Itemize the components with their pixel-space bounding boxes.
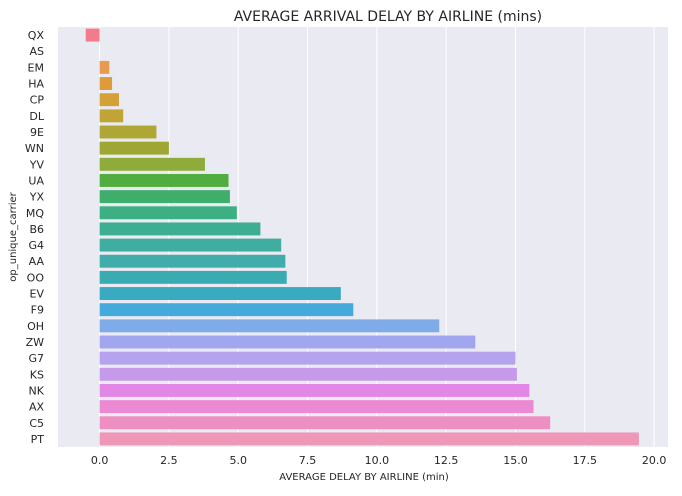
bar-cp [99,93,119,107]
x-axis-label: AVERAGE DELAY BY AIRLINE (min) [279,472,449,483]
bar-ev [99,287,341,300]
x-tick-label: 17.5 [573,454,598,467]
y-tick-label: UA [28,174,44,187]
y-tick-label: ZW [26,336,45,349]
y-tick-label: PT [31,433,45,446]
y-tick-label: MQ [26,207,44,220]
y-tick-labels: QX AS EM HA CP DL 9E WN YV UA YX MQ B6 G4 AA OO EV F9 OH ZW… [25,29,45,446]
y-tick-label: OO [27,271,45,284]
y-tick-label: YV [29,158,45,171]
y-tick-label: EV [30,288,45,301]
chart-title: AVERAGE ARRIVAL DELAY BY AIRLINE (mins) [234,9,542,25]
y-tick-label: NK [29,384,45,397]
y-tick-label: G4 [28,239,44,252]
y-tick-label: 9E [30,126,44,139]
bar-ua [99,174,229,187]
bar-pt [99,432,639,446]
x-tick-label: 5.0 [229,454,247,467]
bar-g4 [99,238,282,252]
bar-mq [99,206,237,220]
bar-qx [85,28,100,42]
x-tick-label: 15.0 [503,454,528,467]
y-tick-label: EM [28,61,44,74]
y-tick-label: DL [29,110,44,123]
y-tick-label: AX [29,401,45,414]
bar-b6 [99,222,261,236]
y-tick-label: HA [28,78,44,91]
y-tick-label: YX [29,191,45,204]
bar-wn [99,141,169,155]
x-tick-label: 2.5 [160,454,178,467]
bar-ks [99,367,517,381]
y-axis-label: op_unique_carrier [8,191,19,281]
bar-zw [99,335,476,349]
bar-oh [99,319,440,333]
bar-em [99,60,110,74]
bar-ax [99,400,534,414]
y-tick-label: G7 [28,352,44,365]
x-tick-label: 10.0 [365,454,390,467]
bar-yx [99,190,230,204]
bar-f9 [99,303,354,317]
y-tick-label: AS [29,45,44,58]
bar-oo [99,270,287,284]
bar-aa [99,254,286,268]
bar-yv [99,157,205,171]
x-tick-label: 0.0 [91,454,109,467]
y-tick-label: CP [30,94,45,107]
x-tick-label: 12.5 [434,454,459,467]
y-tick-label: OH [27,320,44,333]
y-tick-label: B6 [29,223,44,236]
bar-dl [99,109,124,123]
y-tick-label: QX [28,29,45,42]
x-tick-label: 7.5 [299,454,317,467]
bars [85,28,639,446]
y-tick-label: AA [29,255,45,268]
y-tick-label: F9 [31,304,44,317]
bar-ha [99,77,113,90]
x-tick-label: 20.0 [642,454,667,467]
y-tick-label: C5 [29,417,44,430]
bar-g7 [99,351,516,365]
bar-9e [99,125,157,139]
y-tick-label: WN [25,142,44,155]
y-tick-label: KS [30,368,44,381]
bar-nk [99,384,530,397]
bar-c5 [99,416,551,430]
x-tick-labels: 0.0 2.5 5.0 7.5 10.0 12.5 15.0 17.5 20.0 [91,454,667,467]
